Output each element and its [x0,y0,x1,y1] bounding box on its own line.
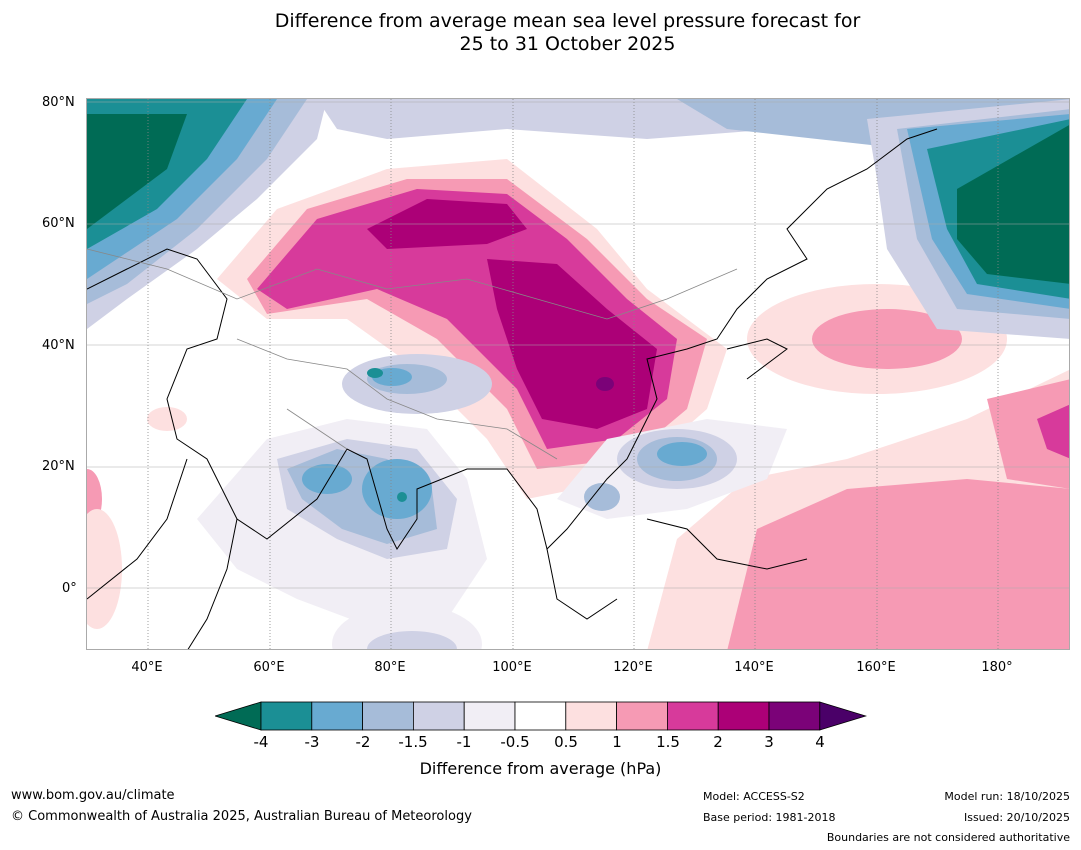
anomaly-nw-neg-5 [87,114,187,229]
anomaly-asia-pos-5 [487,259,657,429]
colorbar-segment [768,701,821,731]
anomaly-scs-neg [584,483,620,511]
pressure-anomaly-map [86,98,1070,650]
colorbar-tick: -2 [355,733,371,751]
anomaly-tibet-min [367,368,383,378]
colorbar-segment [565,701,617,731]
colorbar-segment [717,701,770,731]
colorbar-over-triangle [819,701,868,731]
anomaly-india-neg-4 [302,464,352,494]
lon-label-60e: 60°E [253,660,285,675]
anomaly-japan-2 [812,309,962,369]
model-name: Model: ACCESS-S2 [703,790,805,803]
colorbar-segment [311,701,364,731]
colorbar-segment [666,701,719,731]
colorbar-segment [260,701,313,731]
map-title: Difference from average mean sea level p… [0,10,1081,56]
anomaly-pacific-pos-2 [727,479,1069,649]
lat-label-60n: 60°N [42,216,75,231]
issued-date: Issued: 20/10/2025 [963,811,1070,824]
base-period: Base period: 1981-2018 [703,811,836,824]
colorbar-title: Difference from average (hPa) [419,759,662,778]
anomaly-phil-neg-4 [657,442,707,466]
lat-label-40n: 40°N [42,338,75,353]
anomaly-bengal-min [397,492,407,502]
colorbar-svg [213,701,868,731]
title-line-1: Difference from average mean sea level p… [274,10,861,32]
colorbar-segment [616,701,668,731]
anomaly-pacific-pos-3 [987,379,1069,489]
lat-label-20n: 20°N [42,459,75,474]
colorbar-tick: 4 [815,733,825,751]
colorbar-segment [514,701,567,731]
colorbar [213,700,868,732]
colorbar-tick: -4 [253,733,269,751]
lon-label-100e: 100°E [492,660,532,675]
colorbar-segment [412,701,465,731]
colorbar-under-triangle [213,701,262,731]
website-link[interactable]: www.bom.gov.au/climate [11,788,175,803]
coastlines [87,128,938,649]
copyright-text: © Commonwealth of Australia 2025, Austra… [11,809,472,824]
anomaly-io-neg-2 [367,631,457,649]
lon-label-160e: 160°E [856,660,896,675]
colorbar-segment [362,701,414,731]
colorbar-tick: -1 [456,733,472,751]
colorbar-tick: 3 [764,733,774,751]
anomaly-pacific-pos-4 [1037,404,1069,459]
lon-label-80e: 80°E [374,660,406,675]
colorbar-tick: 1 [612,733,622,751]
colorbar-tick: -0.5 [500,733,530,751]
anomaly-max [596,377,614,391]
boundaries-disclaimer: Boundaries are not considered authoritat… [826,831,1070,844]
map-canvas [87,99,1069,649]
lat-label-80n: 80°N [42,95,75,110]
anomaly-bengal-neg-4 [362,459,432,519]
colorbar-tick: -3 [304,733,320,751]
lon-label-40e: 40°E [131,660,163,675]
anomaly-ne-neg-5 [957,125,1069,284]
anomaly-arabia-pos-2 [147,407,187,431]
colorbar-tick: -1.5 [398,733,428,751]
colorbar-tick: 0.5 [554,733,578,751]
title-line-2: 25 to 31 October 2025 [459,33,676,55]
lon-label-140e: 140°E [734,660,774,675]
graticule [147,99,999,649]
model-run-date: Model run: 18/10/2025 [944,790,1070,803]
anomaly-africa-pos [87,509,122,629]
lon-label-180: 180° [981,660,1013,675]
anomaly-arctic-neg [317,99,787,139]
borders [87,248,738,460]
lon-label-120e: 120°E [613,660,653,675]
colorbar-segment [463,701,516,731]
colorbar-tick: 1.5 [656,733,680,751]
colorbar-tick: 2 [713,733,723,751]
lat-label-0: 0° [62,581,77,596]
